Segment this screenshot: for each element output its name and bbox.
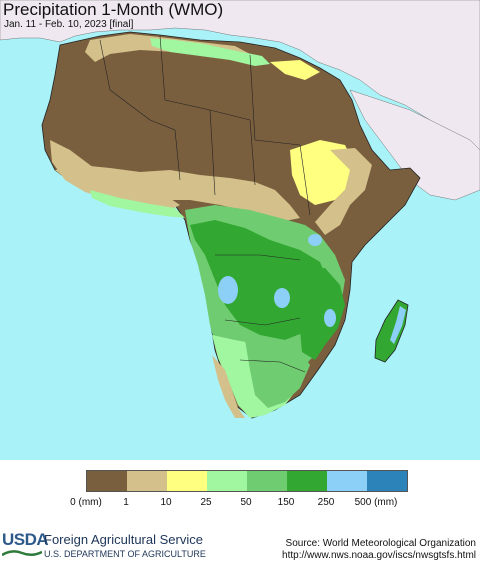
footer: USDA Foreign Agricultural Service U.S. D… [0,528,480,565]
east-africa-dark-green [300,268,345,360]
maghreb-green-strip [150,38,270,66]
congo-basin-dark-green [190,220,330,340]
zambia-wet-patch [274,288,290,308]
arabian-peninsula [349,89,480,201]
legend-tick-150: 150 [277,497,295,508]
source-url: http://www.nws.noaa.gov/iscs/nwsgtsfs.ht… [282,550,476,561]
map-area: Precipitation 1-Month (WMO) Jan. 11 - Fe… [0,0,480,460]
map-title: Precipitation 1-Month (WMO) [3,0,224,19]
southern-africa-green [245,340,310,408]
namibia-dry [212,355,245,418]
legend-tick-250: 250 [317,497,335,508]
legend-swatch-2 [167,471,207,491]
usda-logo-text: USDA [2,530,49,549]
angola-wet-patch [218,276,238,304]
legend-swatch-5 [287,471,327,491]
legend-tick-1: 1 [123,497,129,508]
africa-precipitation-map [0,0,480,419]
legend-swatch-6 [327,471,367,491]
legend-tick-25: 25 [200,497,212,508]
sahel-tan-band [55,165,300,222]
legend-swatch-4 [247,471,287,491]
legend-swatch-7 [367,471,407,491]
legend-color-bar [86,470,408,492]
horn-tan-zone [315,148,372,235]
nile-delta-strip [270,60,320,80]
source-credit: Source: World Meteorological Organizatio… [285,538,476,549]
legend-tick-10: 10 [160,497,172,508]
legend-swatch-3 [207,471,247,491]
agency-name: Foreign Agricultural Service [44,532,203,547]
precipitation-legend: 0 (mm) 1 10 25 50 150 250 500 (mm) [0,460,480,528]
usda-swoosh-icon [2,550,42,557]
department-name: U.S. DEPARTMENT OF AGRICULTURE [44,549,206,559]
usda-logo: USDA [2,530,49,560]
mozambique-wet-patch [324,309,336,327]
legend-tick-50: 50 [240,497,252,508]
country-borders [99,35,311,373]
legend-tick-0: 0 (mm) [70,497,102,508]
west-africa-coast [50,140,180,210]
legend-swatch-0 [87,471,127,491]
madagascar-wet-coast [390,306,406,344]
guinea-coast-green [90,190,185,218]
legend-tick-500: 500 (mm) [354,497,398,508]
legend-swatch-1 [127,471,167,491]
map-subtitle: Jan. 11 - Feb. 10, 2023 [final] [4,19,134,30]
lake-victoria [308,234,322,246]
